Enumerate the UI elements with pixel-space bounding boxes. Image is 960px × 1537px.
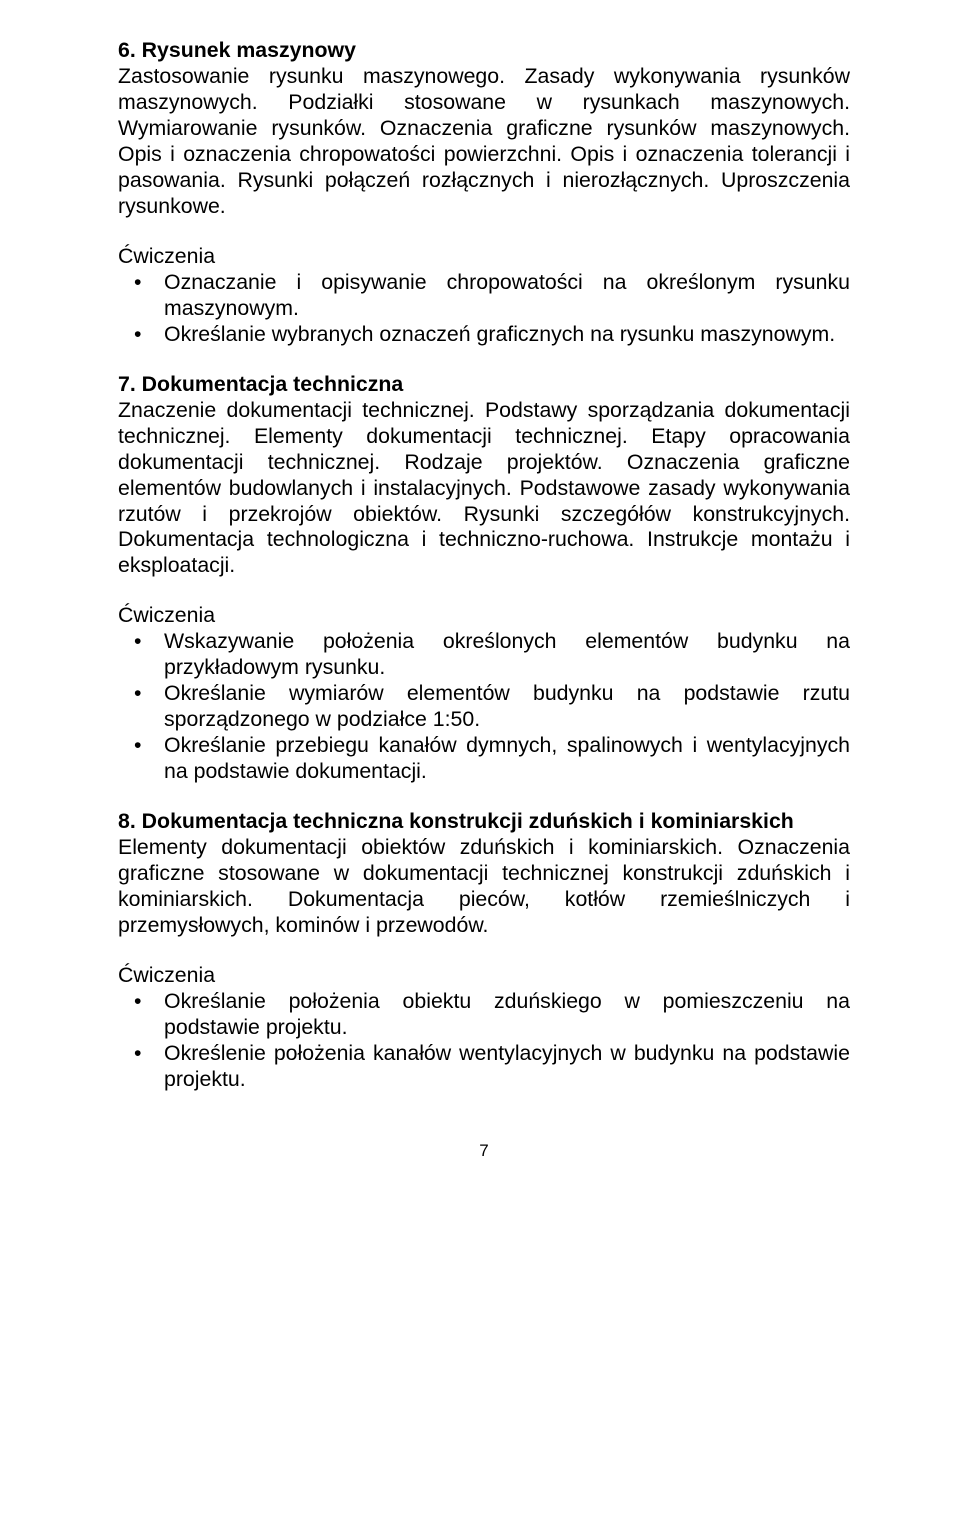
list-item: Określanie wymiarów elementów budynku na…	[148, 681, 850, 733]
section-8-body: Elementy dokumentacji obiektów zduńskich…	[118, 835, 850, 939]
list-item: Określanie wybranych oznaczeń graficznyc…	[148, 322, 850, 348]
section-6-exercises-label: Ćwiczenia	[118, 244, 850, 270]
document-page: 6. Rysunek maszynowy Zastosowanie rysunk…	[0, 0, 960, 1537]
section-6-body: Zastosowanie rysunku maszynowego. Zasady…	[118, 64, 850, 220]
list-item: Określenie położenia kanałów wentylacyjn…	[148, 1041, 850, 1093]
section-8-exercise-list: Określanie położenia obiektu zduńskiego …	[118, 989, 850, 1093]
section-6-heading: 6. Rysunek maszynowy	[118, 38, 850, 64]
section-8-exercises-label: Ćwiczenia	[118, 963, 850, 989]
section-7-exercise-list: Wskazywanie położenia określonych elemen…	[118, 629, 850, 785]
section-7-heading: 7. Dokumentacja techniczna	[118, 372, 850, 398]
section-8-heading: 8. Dokumentacja techniczna konstrukcji z…	[118, 809, 850, 835]
page-number: 7	[118, 1141, 850, 1162]
section-7-body: Znaczenie dokumentacji technicznej. Pods…	[118, 398, 850, 580]
list-item: Określanie przebiegu kanałów dymnych, sp…	[148, 733, 850, 785]
list-item: Określanie położenia obiektu zduńskiego …	[148, 989, 850, 1041]
list-item: Wskazywanie położenia określonych elemen…	[148, 629, 850, 681]
list-item: Oznaczanie i opisywanie chropowatości na…	[148, 270, 850, 322]
section-6-exercise-list: Oznaczanie i opisywanie chropowatości na…	[118, 270, 850, 348]
section-7-exercises-label: Ćwiczenia	[118, 603, 850, 629]
